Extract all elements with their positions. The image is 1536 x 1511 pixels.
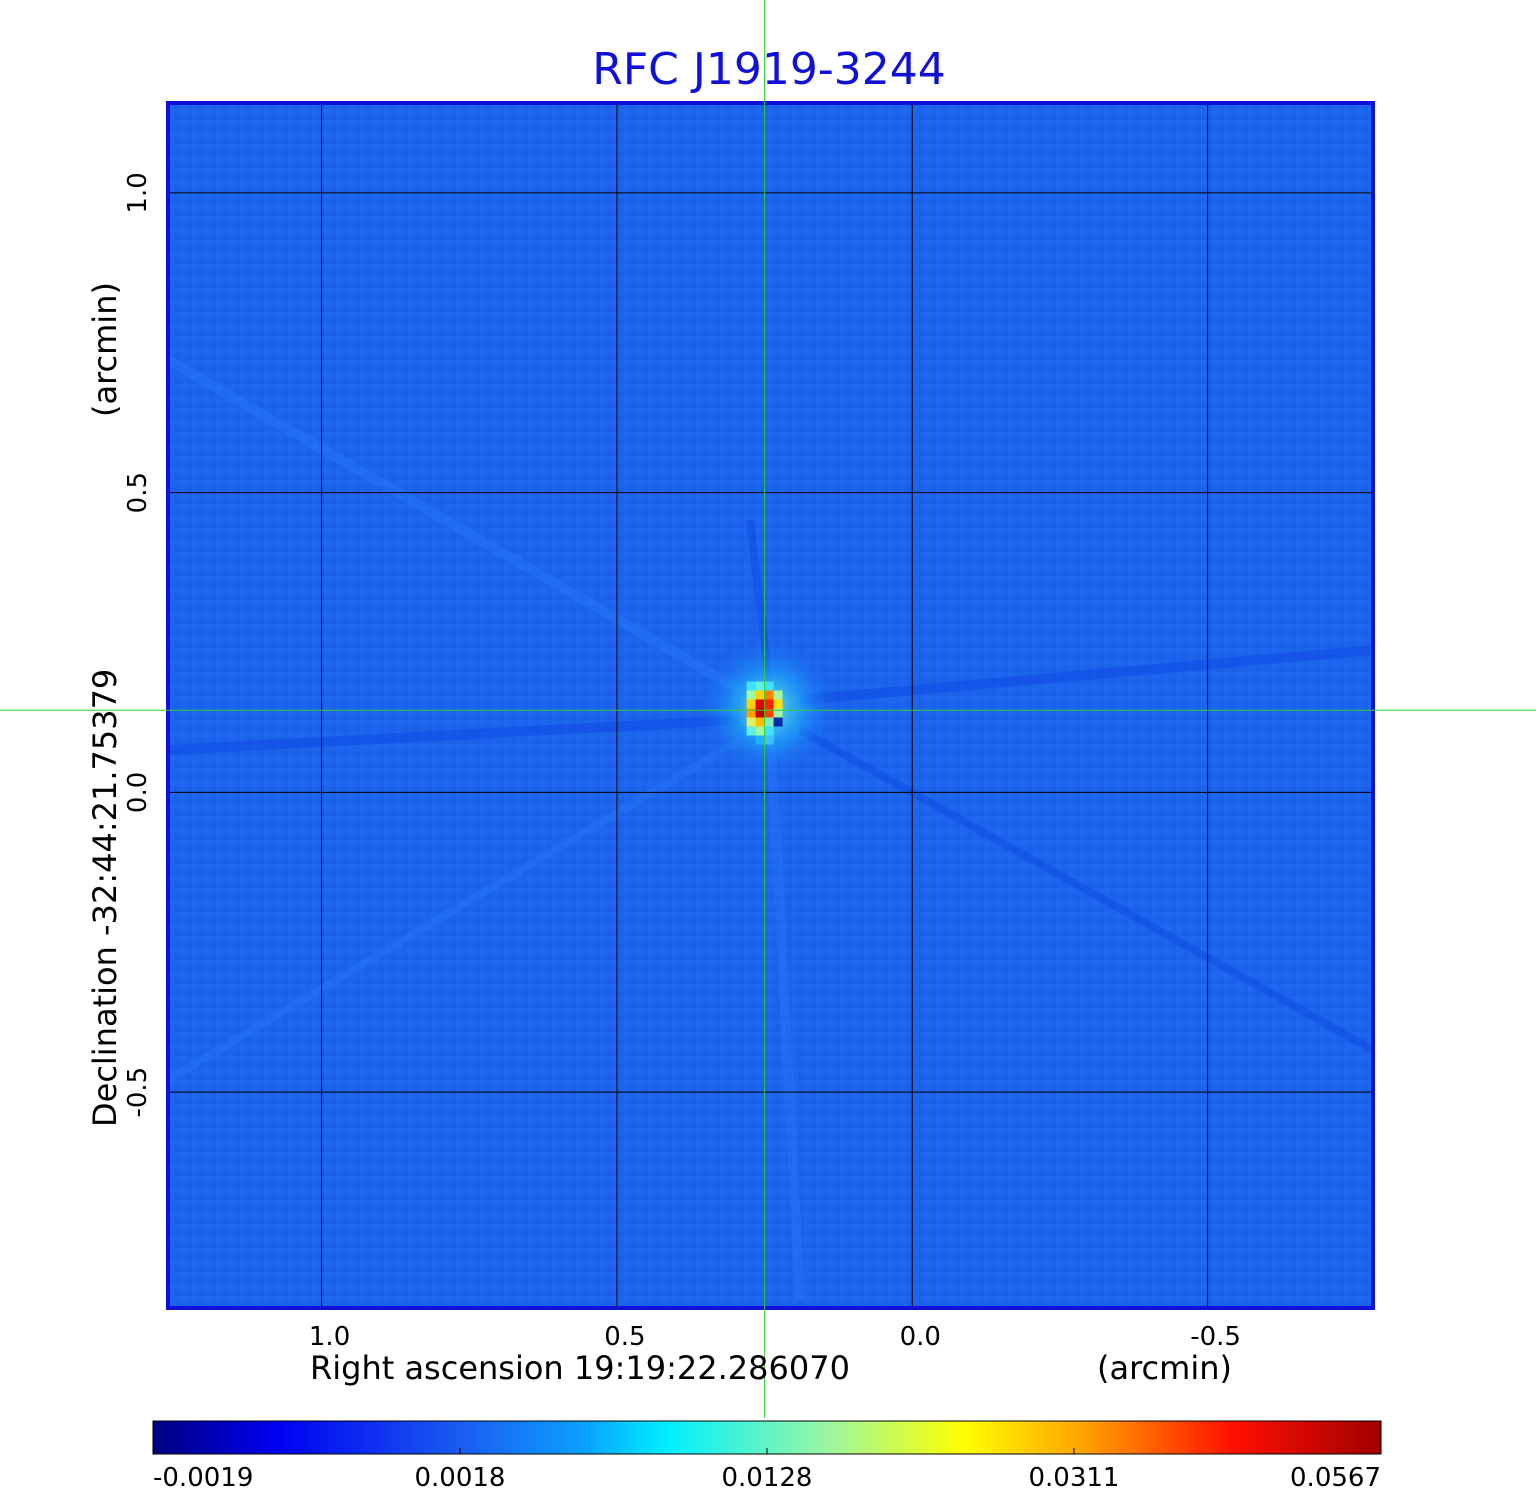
source-pixel bbox=[746, 681, 756, 691]
source-pixel bbox=[764, 699, 774, 709]
x-axis-unit: (arcmin) bbox=[1097, 1349, 1232, 1387]
x-tick-label: 0.0 bbox=[900, 1322, 941, 1352]
source-pixel bbox=[773, 699, 783, 709]
source-pixel bbox=[773, 708, 783, 718]
colorbar: -0.0019 0.0018 0.0128 0.0311 0.0567 bbox=[152, 1420, 1382, 1493]
source-pixel bbox=[755, 708, 765, 718]
source-pixel bbox=[755, 699, 765, 709]
colorbar-ticks: -0.0019 0.0018 0.0128 0.0311 0.0567 bbox=[152, 1448, 1382, 1493]
source-pixel bbox=[773, 717, 783, 727]
y-tick-labels: 1.0 0.5 0.0 -0.5 bbox=[123, 172, 153, 1117]
source-pixel bbox=[755, 690, 765, 700]
source-pixel bbox=[764, 726, 774, 736]
source-pixel bbox=[755, 735, 765, 745]
source-pixel bbox=[764, 681, 774, 691]
sidelobe-streak bbox=[798, 726, 1373, 1054]
sidelobe-streak bbox=[799, 645, 1373, 705]
colorbar-tick-label: -0.0019 bbox=[153, 1463, 253, 1493]
source-pixel bbox=[764, 717, 774, 727]
colorbar-tick-label: 0.0128 bbox=[722, 1463, 813, 1493]
sidelobe-streak bbox=[765, 719, 805, 1301]
x-tick-label: -0.5 bbox=[1190, 1322, 1241, 1352]
source-pixel bbox=[755, 681, 765, 691]
source-pixel bbox=[746, 708, 756, 718]
crosshair bbox=[0, 0, 1536, 1418]
colorbar-tick-label: 0.0018 bbox=[415, 1463, 506, 1493]
source-pixel bbox=[773, 690, 783, 700]
y-tick-label: 0.0 bbox=[123, 772, 153, 813]
source-pixel bbox=[764, 735, 774, 745]
colorbar-tick-label: 0.0311 bbox=[1029, 1463, 1120, 1493]
grid-lines bbox=[168, 103, 1373, 1308]
sidelobe-streak bbox=[168, 355, 743, 695]
source-pixel bbox=[764, 690, 774, 700]
x-tick-label: 1.0 bbox=[309, 1322, 350, 1352]
colorbar-tick-label: 0.0567 bbox=[1290, 1463, 1381, 1493]
plot-area bbox=[166, 101, 1375, 1310]
source-pixel bbox=[746, 699, 756, 709]
sidelobe-streak bbox=[168, 715, 741, 755]
y-axis-label: Declination -32:44:21.75379 bbox=[86, 669, 124, 1127]
y-axis-unit: (arcmin) bbox=[86, 282, 124, 417]
source-pixel bbox=[755, 726, 765, 736]
source-pixel bbox=[746, 726, 756, 736]
source-pixel bbox=[764, 708, 774, 718]
source-blob bbox=[746, 681, 783, 745]
source-pixel bbox=[746, 717, 756, 727]
chart-title: RFC J1919-3244 bbox=[592, 44, 945, 95]
source-pixel bbox=[746, 690, 756, 700]
y-tick-label: 0.5 bbox=[123, 472, 153, 513]
y-tick-label: 1.0 bbox=[123, 172, 153, 213]
plot-frame bbox=[166, 101, 1375, 1310]
sidelobe-streak bbox=[168, 736, 743, 1084]
x-axis-label: Right ascension 19:19:22.286070 bbox=[310, 1349, 850, 1387]
x-tick-label: 0.5 bbox=[604, 1322, 645, 1352]
source-pixel bbox=[755, 717, 765, 727]
y-tick-label: -0.5 bbox=[123, 1067, 153, 1118]
x-tick-labels: 1.0 0.5 0.0 -0.5 bbox=[309, 1322, 1241, 1352]
